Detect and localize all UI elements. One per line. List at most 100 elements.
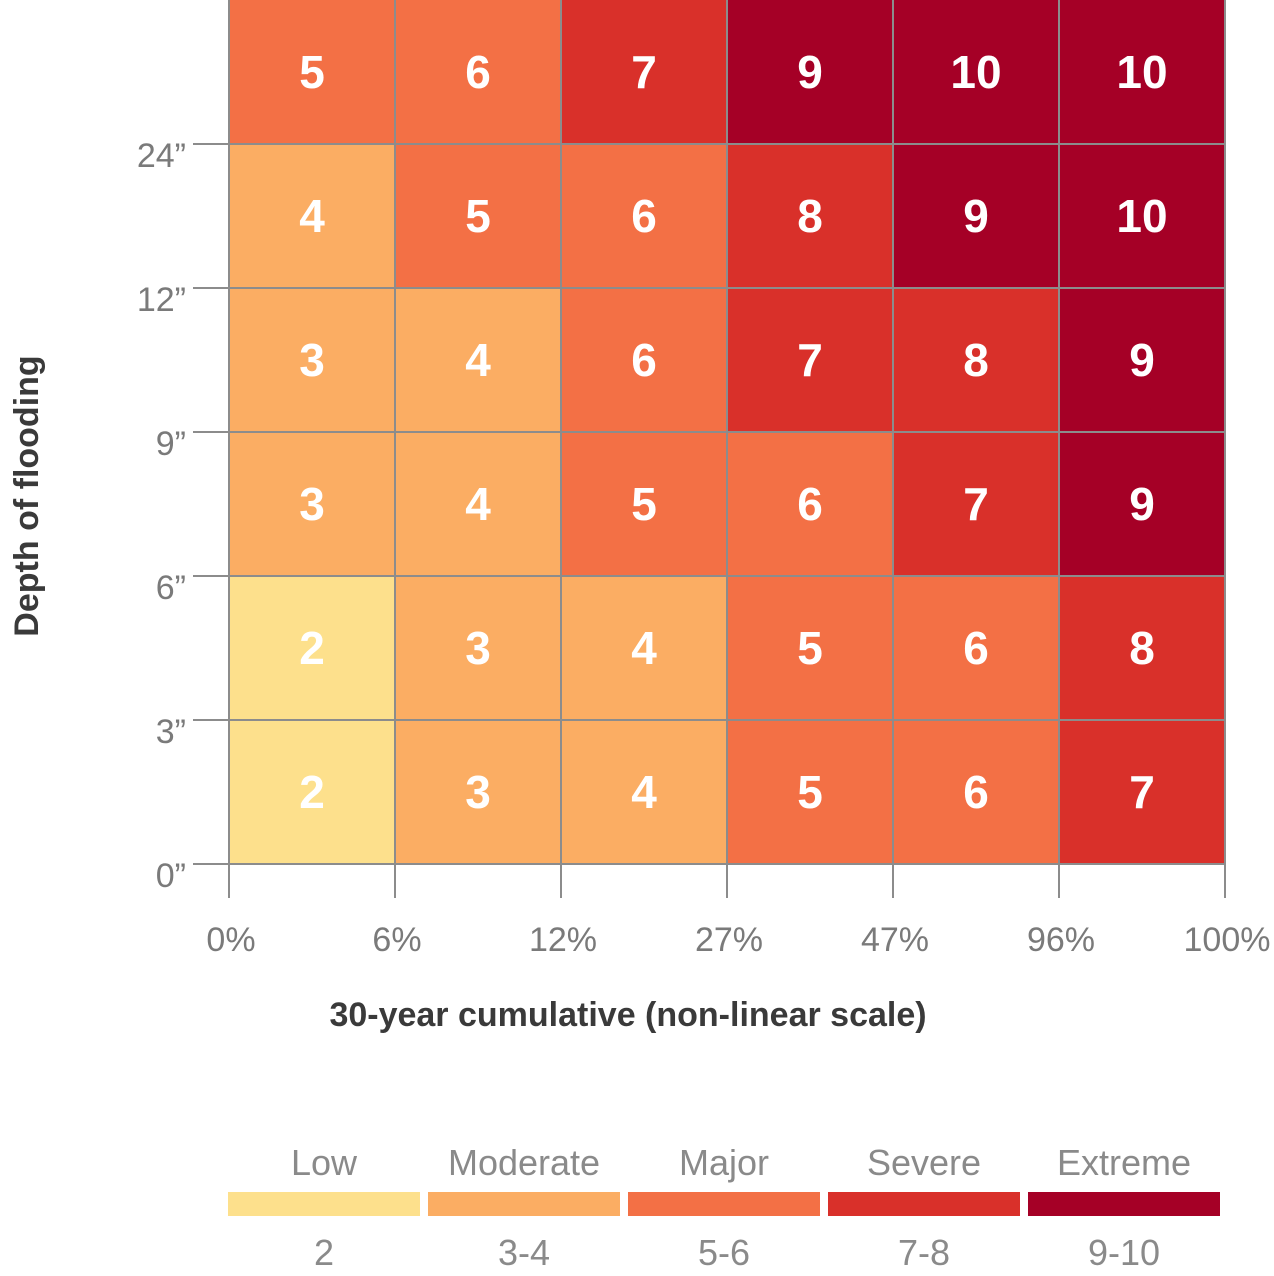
heatmap-cell [1059, 576, 1225, 720]
legend-range-label: 3-4 [498, 1232, 550, 1273]
heatmap-cell [1059, 288, 1225, 432]
cell-value-label: 9 [797, 46, 823, 98]
heatmap-cell [893, 0, 1059, 144]
cell-value-label: 10 [950, 46, 1001, 98]
heatmap-cell [1059, 144, 1225, 288]
cell-value-label: 9 [1129, 334, 1155, 386]
heatmap-cell [727, 0, 893, 144]
x-axis-title: 30-year cumulative (non-linear scale) [329, 996, 926, 1034]
heatmap-cell [395, 288, 561, 432]
cell-value-label: 8 [797, 190, 823, 242]
cell-value-label: 6 [631, 334, 657, 386]
heatmap-cell [561, 576, 727, 720]
y-tick-label: 0” [156, 857, 186, 895]
cell-value-label: 7 [797, 334, 823, 386]
cell-value-label: 4 [465, 478, 491, 530]
heatmap-cell [727, 288, 893, 432]
cell-value-label: 2 [299, 622, 325, 674]
heatmap-cell [1059, 0, 1225, 144]
cell-value-label: 8 [1129, 622, 1155, 674]
x-tick-label: 96% [1027, 921, 1095, 959]
heatmap-cell [395, 144, 561, 288]
cell-value-label: 9 [1129, 478, 1155, 530]
heatmap-cell [229, 720, 395, 864]
legend-swatch [428, 1192, 620, 1216]
heatmap-cell [893, 720, 1059, 864]
cell-value-label: 5 [631, 478, 657, 530]
y-tick-label: 24” [137, 137, 186, 175]
cell-value-label: 5 [299, 46, 325, 98]
heatmap-cell [395, 432, 561, 576]
heatmap-cell [893, 576, 1059, 720]
x-tick-label: 6% [372, 921, 421, 959]
cell-value-label: 8 [963, 334, 989, 386]
cell-value-label: 6 [963, 622, 989, 674]
legend-range-label: 2 [314, 1232, 334, 1273]
cell-value-label: 6 [631, 190, 657, 242]
heatmap-cell [229, 0, 395, 144]
heatmap-cell [561, 288, 727, 432]
cell-value-label: 4 [465, 334, 491, 386]
x-tick-label: 0% [206, 921, 255, 959]
heatmap-cell [561, 0, 727, 144]
heatmap-cell [561, 720, 727, 864]
heatmap-cell [229, 576, 395, 720]
x-tick-label: 27% [695, 921, 763, 959]
legend-category-label: Extreme [1057, 1142, 1191, 1183]
heatmap-cells: 2 3 4 5 6 7 2 3 4 5 6 8 3 4 5 6 7 9 3 4 6 7 8 9 4 5 6 8 9 10 5 6 7 9 10 10 [229, 0, 1225, 864]
y-axis-title: Depth of flooding [8, 355, 46, 636]
cell-value-label: 7 [631, 46, 657, 98]
y-tick-label: 9” [156, 425, 186, 463]
legend-range-label: 9-10 [1088, 1232, 1160, 1273]
legend-swatch [228, 1192, 420, 1216]
y-tick-label: 12” [137, 281, 186, 319]
heatmap-cell [893, 432, 1059, 576]
x-tick-label: 100% [1184, 921, 1271, 959]
legend: Low 2 Moderate 3-4 Major 5-6 Severe 7-8 Extreme 9… [228, 1142, 1220, 1273]
heatmap-cell [727, 432, 893, 576]
cell-value-label: 2 [299, 766, 325, 818]
x-tick-label: 47% [861, 921, 929, 959]
heatmap-cell [727, 720, 893, 864]
heatmap-cell [229, 432, 395, 576]
legend-range-label: 5-6 [698, 1232, 750, 1273]
cell-value-label: 3 [465, 622, 491, 674]
cell-value-label: 4 [299, 190, 325, 242]
heatmap-cell [229, 144, 395, 288]
y-tick-label: 3” [156, 713, 186, 751]
heatmap-cell [395, 720, 561, 864]
x-tick-label: 12% [529, 921, 597, 959]
cell-value-label: 3 [465, 766, 491, 818]
cell-value-label: 4 [631, 622, 657, 674]
cell-value-label: 3 [299, 478, 325, 530]
heatmap-cell [229, 288, 395, 432]
heatmap-cell [727, 576, 893, 720]
heatmap-cell [893, 144, 1059, 288]
heatmap-cell [561, 144, 727, 288]
legend-category-label: Major [679, 1142, 769, 1183]
legend-category-label: Moderate [448, 1142, 600, 1183]
legend-category-label: Low [291, 1142, 358, 1183]
legend-range-label: 7-8 [898, 1232, 950, 1273]
cell-value-label: 4 [631, 766, 657, 818]
heatmap-cell [395, 576, 561, 720]
legend-swatch [828, 1192, 1020, 1216]
cell-value-label: 6 [963, 766, 989, 818]
heatmap-cell [561, 432, 727, 576]
cell-value-label: 6 [465, 46, 491, 98]
legend-category-label: Severe [867, 1142, 981, 1183]
cell-value-label: 7 [963, 478, 989, 530]
cell-value-label: 10 [1116, 190, 1167, 242]
axes: 0” 3” 6” 9” 12” 24” 0% 6% 12% 27% 47% 96% 100% [137, 137, 1271, 959]
cell-value-label: 3 [299, 334, 325, 386]
heatmap-cell [1059, 432, 1225, 576]
legend-swatch [1028, 1192, 1220, 1216]
cell-value-label: 5 [797, 622, 823, 674]
heatmap-cell [1059, 720, 1225, 864]
heatmap-cell [893, 288, 1059, 432]
legend-swatch [628, 1192, 820, 1216]
cell-value-label: 9 [963, 190, 989, 242]
heatmap-cell [395, 0, 561, 144]
cell-value-label: 6 [797, 478, 823, 530]
